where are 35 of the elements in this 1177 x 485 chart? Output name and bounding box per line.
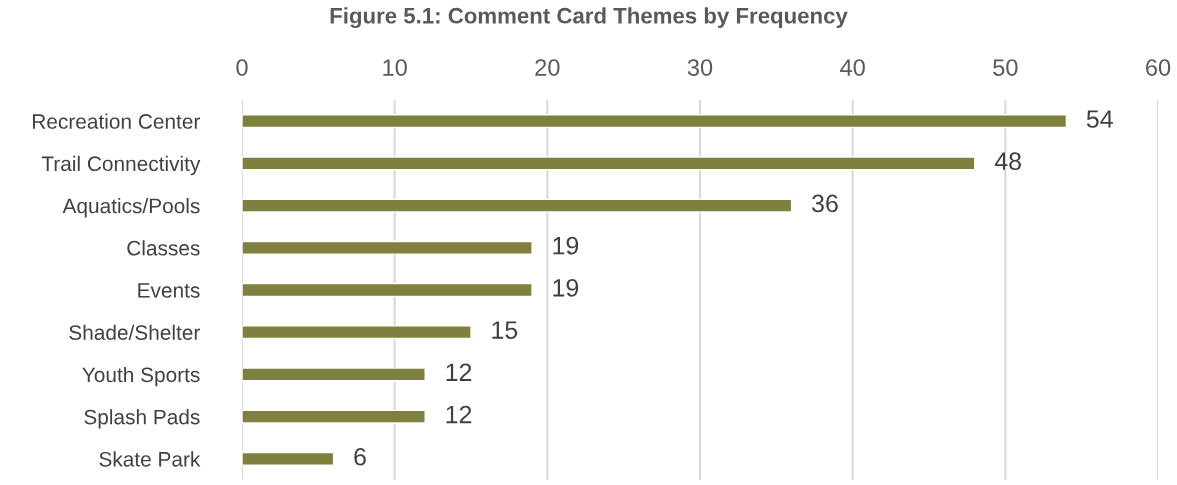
- bar: [242, 367, 426, 382]
- data-label: 15: [492, 321, 518, 339]
- y-tick-label: Splash Pads: [84, 409, 200, 429]
- x-tick-label: 50: [993, 59, 1018, 76]
- x-tick-label: 10: [383, 59, 407, 76]
- bar: [242, 451, 335, 466]
- data-label: 19: [553, 236, 579, 255]
- y-tick-label: Shade/Shelter: [69, 324, 200, 340]
- data-label: 48: [994, 152, 1021, 171]
- x-tick-label: 40: [840, 59, 865, 76]
- data-label: 36: [812, 194, 838, 213]
- data-label: 6: [354, 447, 366, 466]
- x-tick-label: 20: [535, 59, 560, 76]
- chart-title: Figure 5.1: Comment Card Themes by Frequency: [330, 7, 848, 29]
- x-tick-label: 0: [236, 59, 248, 76]
- x-tick-label: 60: [1146, 59, 1171, 76]
- bar: [242, 240, 533, 255]
- data-label: 54: [1086, 110, 1113, 128]
- x-tick-label: 30: [687, 59, 713, 76]
- y-tick-label: Recreation Center: [32, 113, 200, 129]
- y-tick-label: Classes: [127, 240, 200, 256]
- bar: [242, 325, 472, 340]
- y-tick-label: Aquatics/Pools: [62, 198, 200, 218]
- bar: [242, 198, 793, 213]
- y-tick-label: Youth Sports: [82, 366, 200, 387]
- bar: [242, 156, 976, 171]
- bar: [242, 114, 1068, 129]
- bar: [242, 409, 426, 424]
- y-tick-label: Trail Connectivity: [41, 155, 201, 176]
- data-label: 19: [553, 279, 579, 297]
- data-label: 12: [446, 405, 472, 424]
- bar: [242, 282, 533, 298]
- y-tick-label: Events: [138, 283, 200, 298]
- data-label: 12: [446, 363, 472, 381]
- y-tick-label: Skate Park: [99, 451, 201, 467]
